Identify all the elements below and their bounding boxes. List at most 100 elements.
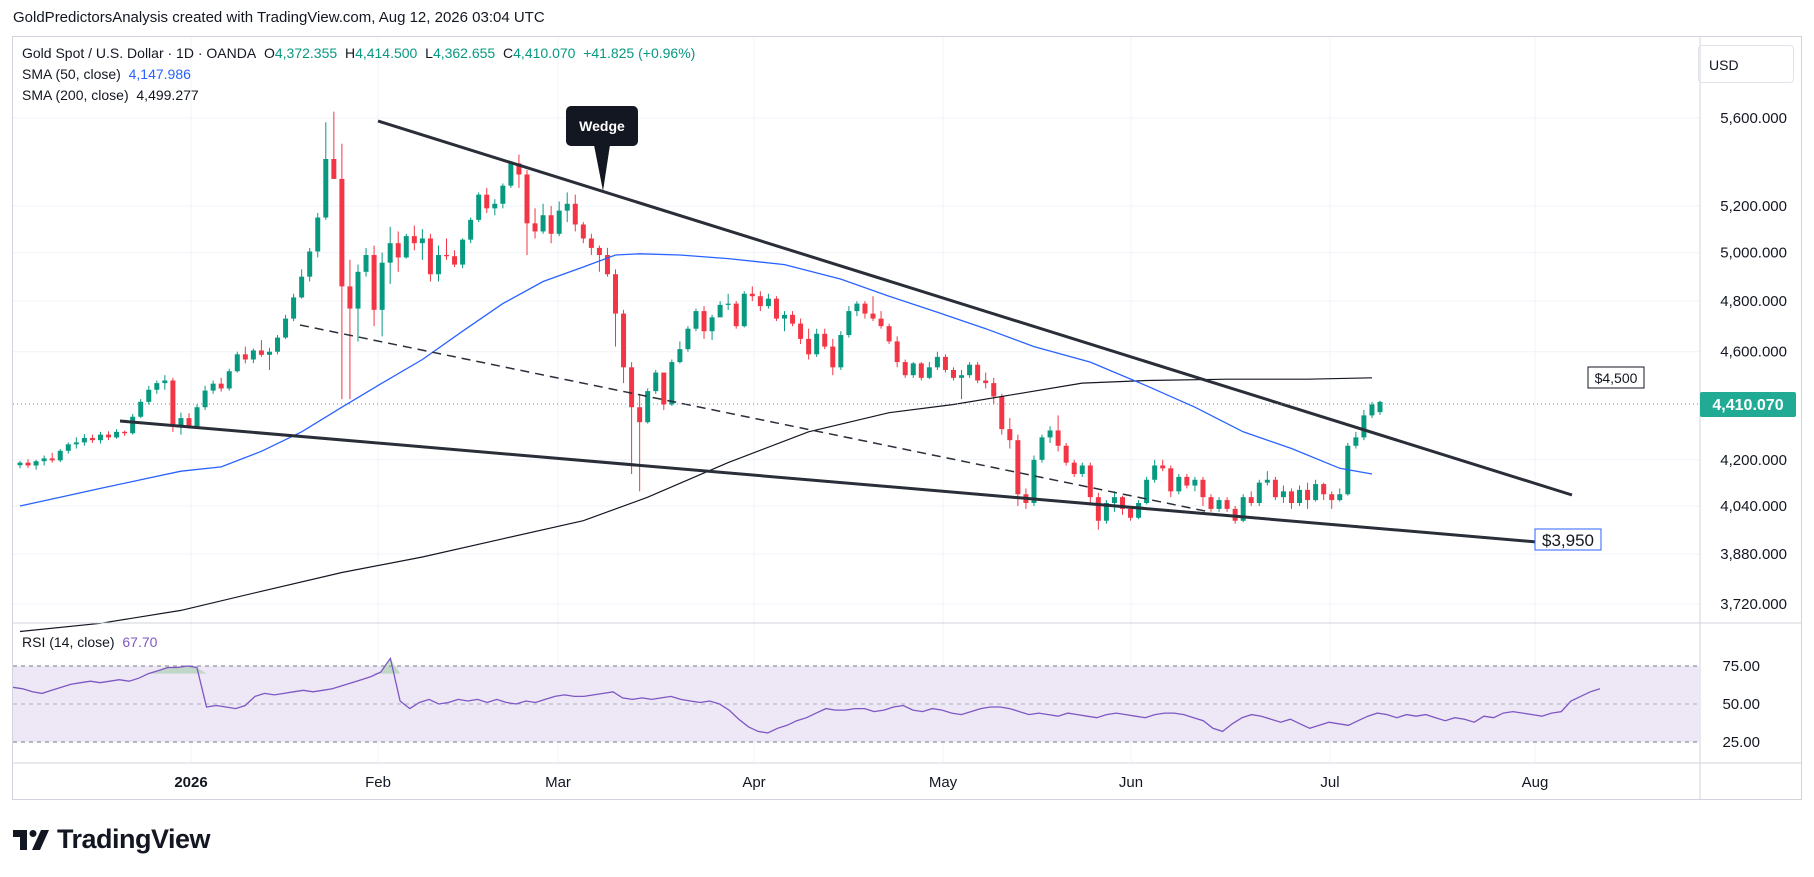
- candle-body: [1256, 482, 1262, 504]
- candle-body: [266, 351, 272, 355]
- price-tick-label: 5,600.000: [1720, 110, 1787, 127]
- candle-body: [468, 219, 474, 240]
- wedge-lower-trendline[interactable]: [119, 419, 1538, 544]
- candle-body: [814, 333, 820, 355]
- candle-body: [572, 203, 578, 225]
- candle-body: [1240, 497, 1246, 521]
- candle-body: [130, 416, 136, 434]
- candle-body: [17, 462, 23, 466]
- candle-body: [500, 185, 506, 204]
- price-label-3950[interactable]: $3,950: [1534, 528, 1602, 551]
- candle-body: [975, 364, 981, 381]
- candle-body: [1079, 465, 1085, 475]
- candle-body: [1071, 462, 1077, 475]
- candle-body: [57, 450, 63, 461]
- candle-body: [950, 369, 956, 378]
- price-tick-label: 4,600.000: [1720, 344, 1787, 361]
- price-label-4500[interactable]: $4,500: [1587, 366, 1645, 389]
- legend-sma50-row[interactable]: SMA (50, close) 4,147.986: [22, 66, 191, 82]
- candle-body: [854, 303, 860, 312]
- wedge-upper-trendline[interactable]: [377, 119, 1573, 497]
- candle-body: [1297, 489, 1303, 504]
- candle-body: [1248, 497, 1254, 504]
- candle-body: [1337, 494, 1343, 501]
- legend-high-label: H: [344, 45, 356, 61]
- candle-body: [97, 434, 103, 441]
- candle-body: [81, 437, 87, 443]
- candle-body: [806, 338, 812, 355]
- rsi-tick-label: 25.00: [1722, 734, 1760, 751]
- candle-body: [1224, 500, 1230, 509]
- time-tick-label: May: [929, 774, 958, 791]
- chart-header: GoldPredictorsAnalysis created with Trad…: [13, 9, 545, 26]
- candle-body: [146, 389, 152, 402]
- candle-body: [1095, 497, 1101, 521]
- candle-body: [508, 163, 514, 186]
- candle-body: [556, 210, 562, 234]
- candle-body: [379, 262, 385, 310]
- candle-body: [910, 363, 916, 376]
- legend-sma200-value: 4,499.277: [136, 87, 199, 103]
- candle-body: [226, 371, 232, 389]
- candle-body: [1007, 429, 1013, 441]
- candle-body: [371, 255, 377, 310]
- legend-symbol[interactable]: Gold Spot / U.S. Dollar · 1D · OANDA: [22, 45, 257, 61]
- candle-body: [588, 238, 594, 248]
- candle-body: [411, 236, 417, 244]
- candle-body: [307, 251, 313, 277]
- candle-body: [1152, 465, 1158, 480]
- price-tick-label: 3,720.000: [1720, 596, 1787, 613]
- candle-body: [749, 293, 755, 297]
- currency-selector[interactable]: USD: [1698, 45, 1794, 83]
- candle-body: [1361, 415, 1367, 438]
- legend-high: 4,414.500: [355, 45, 418, 61]
- price-label-3950-text: $3,950: [1542, 531, 1594, 550]
- candle-body: [419, 238, 425, 244]
- candle-body: [596, 247, 602, 256]
- candle-body: [291, 297, 297, 319]
- candle-body: [830, 346, 836, 368]
- candle-body: [114, 431, 120, 438]
- candle-body: [862, 303, 868, 314]
- tradingview-brand[interactable]: TradingView: [13, 824, 211, 855]
- candle-body: [1272, 479, 1278, 498]
- legend-sma200-row[interactable]: SMA (200, close) 4,499.277: [22, 87, 199, 103]
- candle-body: [323, 159, 329, 218]
- candle-body: [33, 461, 39, 466]
- candle-body: [846, 311, 852, 336]
- candle-body: [959, 375, 965, 378]
- candle-body: [347, 286, 353, 309]
- last-price-tag: 4,410.070: [1700, 392, 1796, 417]
- candle-body: [299, 276, 305, 298]
- candle-body: [210, 383, 216, 391]
- candle-body: [1377, 401, 1383, 413]
- legend-sma50-value: 4,147.986: [128, 66, 191, 82]
- candle-body: [1321, 484, 1327, 495]
- candle-body: [242, 354, 248, 360]
- wedge-callout[interactable]: Wedge: [566, 106, 638, 191]
- time-tick-label: Mar: [545, 774, 571, 791]
- price-tick-label: 4,800.000: [1720, 293, 1787, 310]
- candle-body: [661, 372, 667, 405]
- candle-body: [403, 236, 409, 258]
- legend-rsi-row[interactable]: RSI (14, close) 67.70: [22, 634, 157, 650]
- candle-body: [685, 328, 691, 350]
- candle-body: [1264, 479, 1270, 483]
- candle-body: [339, 178, 345, 287]
- candle-body: [942, 356, 948, 370]
- candle-body: [870, 313, 876, 319]
- candle-body: [878, 318, 884, 327]
- candle-body: [1176, 476, 1182, 492]
- candle-body: [395, 243, 401, 258]
- candle-body: [773, 298, 779, 319]
- candle-body: [218, 383, 224, 389]
- wedge-midline[interactable]: [299, 324, 1211, 513]
- candle-body: [693, 311, 699, 329]
- candle-body: [1087, 465, 1093, 498]
- candle-body: [170, 380, 176, 427]
- candle-body: [790, 314, 796, 324]
- candle-body: [798, 323, 804, 339]
- price-label-4500-text: $4,500: [1595, 370, 1638, 386]
- candle-body: [701, 311, 707, 332]
